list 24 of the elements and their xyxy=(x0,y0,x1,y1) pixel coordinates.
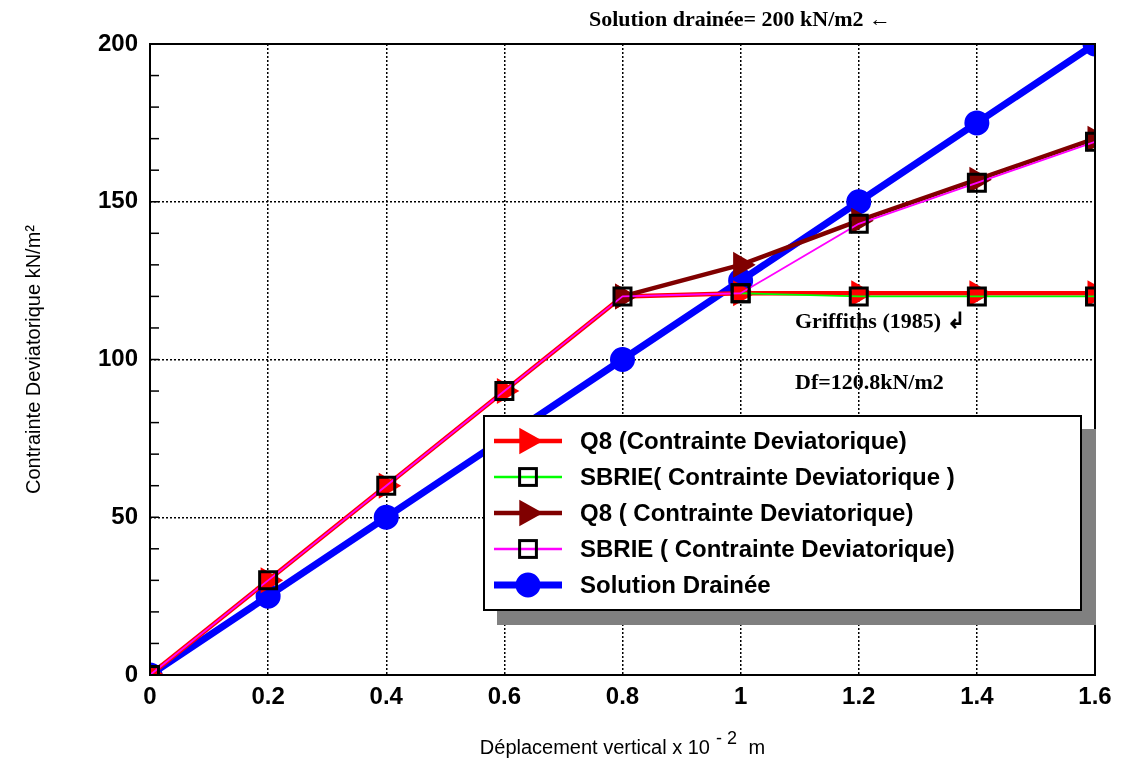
x-axis-title: Déplacement vertical x 10- 2 m xyxy=(479,727,766,758)
legend-label: Q8 ( Contrainte Deviatorique) xyxy=(580,499,914,527)
y-tick-label: 150 xyxy=(97,186,138,214)
legend-label: SBRIE ( Contrainte Deviatorique) xyxy=(580,535,955,563)
annotation: Griffiths (1985) ↲ xyxy=(795,307,965,333)
x-tick-label: 0.8 xyxy=(605,682,640,710)
y-tick-label: 0 xyxy=(124,659,138,687)
legend-label: Q8 (Contrainte Deviatorique) xyxy=(580,427,907,455)
legend-label: SBRIE( Contrainte Deviatorique ) xyxy=(580,463,955,491)
x-tick-label: 1.4 xyxy=(960,682,995,710)
text: Solution drainée= 200 kN/m2 ← xyxy=(588,5,892,31)
x-tick-label: 1 xyxy=(733,682,748,710)
x-tick-label: 1.6 xyxy=(1078,682,1112,710)
x-tick-label: 0.2 xyxy=(251,682,285,710)
y-tick-label: 50 xyxy=(111,501,138,529)
x-tick-label: 0 xyxy=(143,682,157,710)
y-tick-label: 100 xyxy=(97,344,138,372)
legend-label: Solution Drainée xyxy=(580,571,771,599)
x-tick-label: 0.4 xyxy=(369,682,404,710)
x-tick-label: 1.2 xyxy=(842,682,876,710)
y-axis-title: Contrainte Deviatorique kN/m² xyxy=(21,224,44,494)
annotation: Df=120.8kN/m2 xyxy=(795,368,944,394)
y-tick-label: 200 xyxy=(97,28,138,56)
x-tick-label: 0.6 xyxy=(487,682,522,710)
